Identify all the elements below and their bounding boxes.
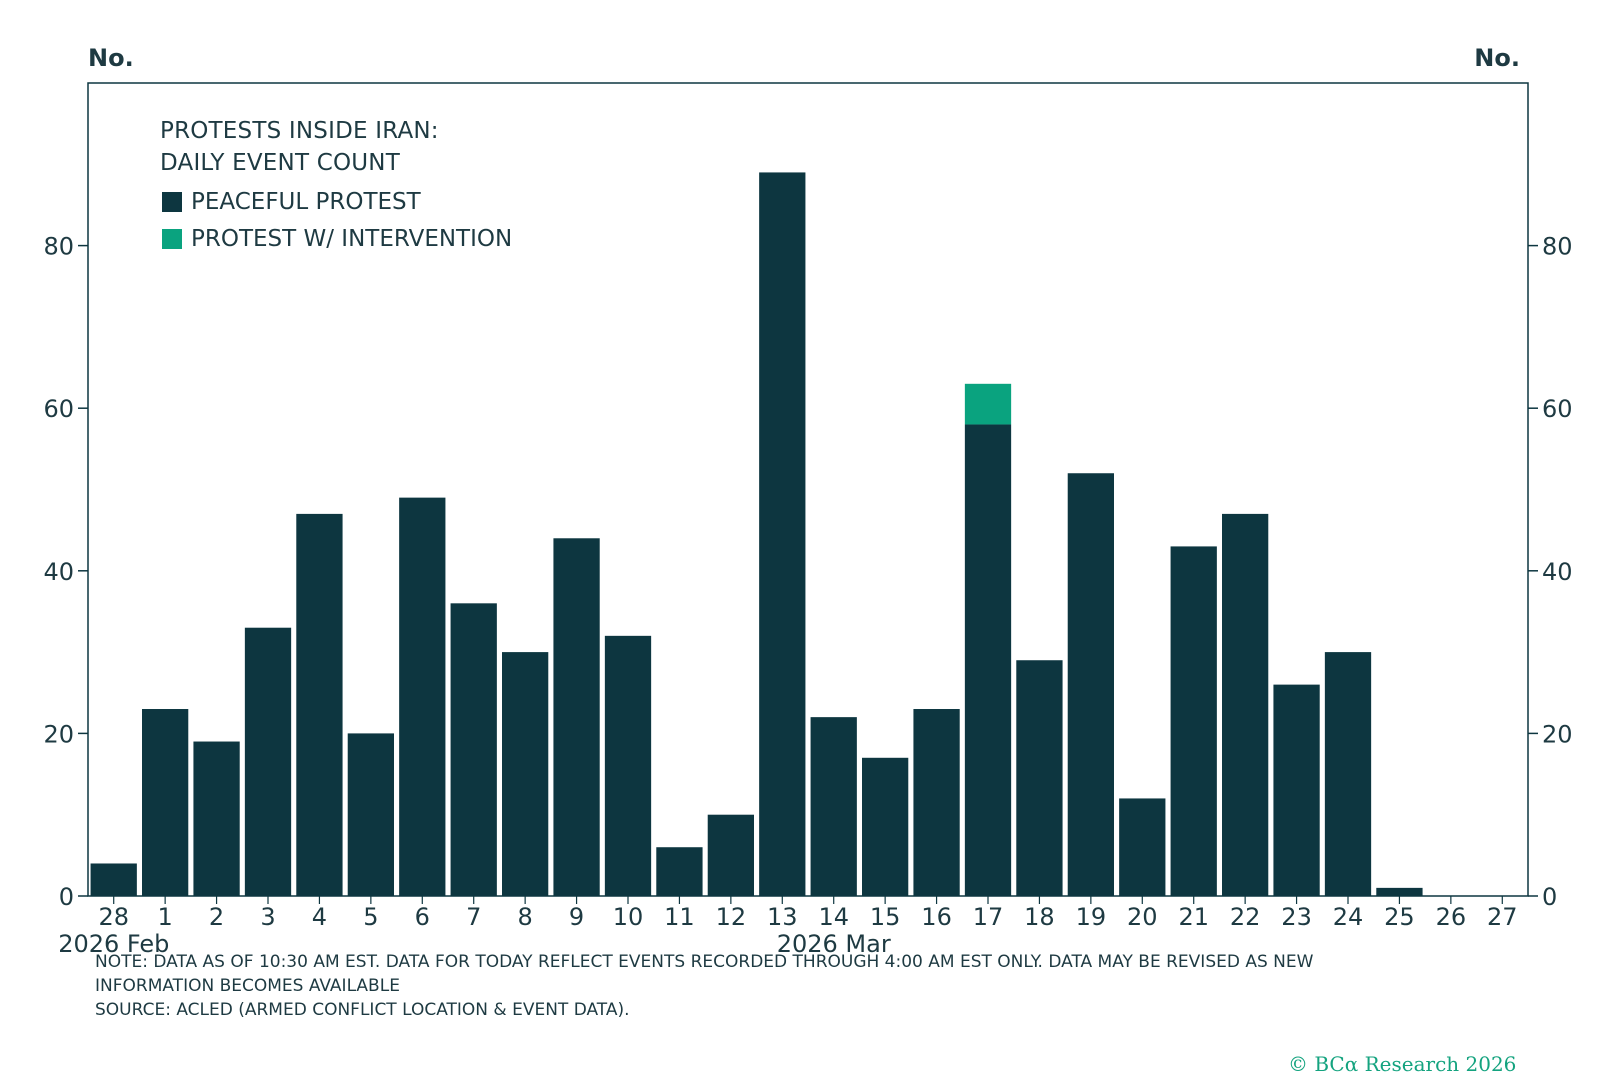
y-tick-label-left: 40: [43, 558, 74, 586]
footnote-line-1: NOTE: DATA AS OF 10:30 AM EST. DATA FOR …: [95, 952, 1314, 972]
chart-title-line-1: PROTESTS INSIDE IRAN:: [160, 118, 439, 144]
x-tick-label: 12: [716, 903, 747, 931]
bar-peaceful: [1376, 887, 1423, 896]
x-tick-label: 27: [1487, 903, 1518, 931]
y-tick-label-left: 0: [59, 883, 74, 911]
footnote-line-2: INFORMATION BECOMES AVAILABLE: [95, 976, 400, 996]
legend-label-peaceful: PEACEFUL PROTEST: [191, 189, 421, 215]
x-tick-label: 21: [1178, 903, 1209, 931]
x-tick-label: 22: [1230, 903, 1261, 931]
y-tick-label-left: 80: [43, 233, 74, 261]
footnote-note: NOTE: DATA AS OF 10:30 AM EST. DATA FOR …: [95, 950, 1535, 1022]
bar-peaceful: [1170, 546, 1217, 896]
x-tick-label: 5: [363, 903, 378, 931]
x-tick-label: 3: [260, 903, 275, 931]
x-tick-label: 7: [466, 903, 481, 931]
plot-frame: [87, 82, 1529, 897]
legend-swatch-intervention: [162, 229, 182, 249]
bar-peaceful: [1222, 513, 1269, 896]
y-tick-label-left: 60: [43, 395, 74, 423]
x-tick-label: 8: [518, 903, 533, 931]
bar-peaceful: [964, 424, 1012, 896]
x-tick-label: 20: [1127, 903, 1158, 931]
bar-peaceful: [142, 709, 189, 896]
x-tick-label: 14: [818, 903, 849, 931]
y-tick-label-right: 80: [1542, 233, 1573, 261]
bar-peaceful: [244, 627, 292, 896]
y-tick-label-left: 20: [43, 720, 74, 748]
x-tick-label: 25: [1384, 903, 1415, 931]
y-tick-label-right: 20: [1542, 720, 1573, 748]
x-tick-label: 18: [1024, 903, 1055, 931]
x-tick-label: 19: [1076, 903, 1107, 931]
legend-item-peaceful: PEACEFUL PROTEST: [162, 189, 421, 215]
chart-title-line-2: DAILY EVENT COUNT: [160, 150, 400, 176]
x-tick-label: 28: [98, 903, 129, 931]
x-tick-label: 4: [312, 903, 327, 931]
bar-peaceful: [347, 733, 394, 896]
y-tick-label-right: 40: [1542, 558, 1573, 586]
legend-label-intervention: PROTEST W/ INTERVENTION: [191, 226, 513, 252]
x-tick-label: 16: [921, 903, 952, 931]
bar-peaceful: [1324, 652, 1372, 896]
year-label-mar: 2026 Mar: [776, 930, 891, 958]
x-tick-label: 23: [1281, 903, 1312, 931]
bar-peaceful: [296, 513, 343, 896]
bar-intervention: [964, 383, 1012, 425]
right-axis-unit: No.: [1474, 44, 1520, 72]
bar-peaceful: [193, 741, 240, 896]
x-tick-label: 13: [767, 903, 798, 931]
left-axis-unit: No.: [88, 44, 134, 72]
bar-peaceful: [450, 603, 497, 896]
x-tick-label: 2: [209, 903, 224, 931]
bar-peaceful: [810, 717, 857, 896]
year-label-feb: 2026 Feb: [58, 930, 170, 958]
bar-peaceful: [656, 847, 703, 896]
x-tick-label: 1: [158, 903, 173, 931]
bar-peaceful: [553, 538, 600, 896]
bar-peaceful: [759, 172, 806, 896]
x-tick-label: 15: [870, 903, 901, 931]
legend-item-intervention: PROTEST W/ INTERVENTION: [162, 226, 512, 252]
footnote-source: SOURCE: ACLED (ARMED CONFLICT LOCATION &…: [95, 1000, 630, 1020]
x-tick-label: 24: [1333, 903, 1364, 931]
y-tick-label-right: 60: [1542, 395, 1573, 423]
bar-peaceful: [1273, 684, 1320, 896]
bar-peaceful: [862, 757, 909, 896]
legend-swatch-peaceful: [162, 192, 182, 212]
bar-peaceful: [502, 652, 549, 896]
x-tick-label: 11: [664, 903, 695, 931]
x-tick-label: 17: [973, 903, 1004, 931]
bar-peaceful: [604, 635, 652, 896]
bar-peaceful: [1067, 473, 1114, 896]
x-tick-label: 10: [613, 903, 644, 931]
bar-peaceful: [399, 497, 446, 896]
bar-peaceful: [707, 814, 754, 896]
y-tick-label-right: 0: [1542, 883, 1557, 911]
bar-peaceful: [90, 863, 137, 896]
x-tick-label: 26: [1436, 903, 1467, 931]
bar-peaceful: [913, 709, 960, 896]
bar-peaceful: [1016, 660, 1063, 896]
x-tick-label: 9: [569, 903, 584, 931]
x-tick-label: 6: [415, 903, 430, 931]
bca-credit: © BCα Research 2026: [1288, 1052, 1517, 1076]
bar-peaceful: [1119, 798, 1166, 896]
